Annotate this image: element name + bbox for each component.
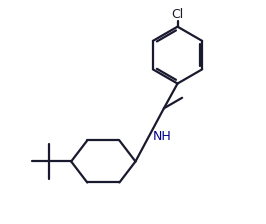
- Text: NH: NH: [153, 130, 171, 143]
- Text: Cl: Cl: [171, 8, 184, 21]
